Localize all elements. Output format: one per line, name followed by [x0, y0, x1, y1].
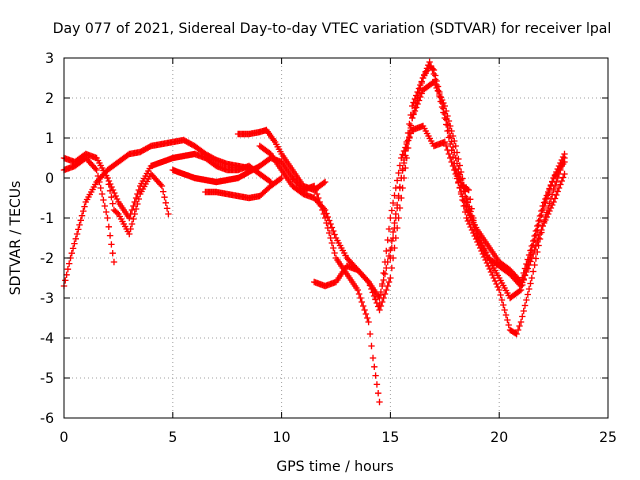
data-point-markers — [452, 166, 477, 222]
y-axis-label: SDTVAR / TECUs — [8, 181, 24, 296]
y-tick-label: -2 — [40, 251, 54, 267]
x-tick-label: 0 — [60, 430, 69, 446]
x-tick-label: 25 — [599, 430, 617, 446]
x-tick-label: 20 — [490, 430, 508, 446]
series-track-5 — [202, 174, 285, 202]
y-tick-label: 3 — [45, 51, 54, 67]
plot-frame — [63, 57, 609, 419]
x-tick-label: 10 — [273, 430, 291, 446]
y-tick-label: 1 — [45, 131, 54, 147]
y-tick-label: -4 — [40, 331, 54, 347]
data-point-markers — [104, 150, 274, 222]
data-points — [60, 58, 568, 406]
y-tick-label: -6 — [40, 411, 54, 427]
y-tick-label: -3 — [40, 291, 54, 307]
x-axis: 0 5 10 15 20 25 — [60, 58, 617, 446]
data-point-markers — [256, 58, 568, 338]
x-axis-label: GPS time / hours — [276, 459, 393, 475]
data-point-markers — [169, 154, 383, 406]
series-track-7 — [169, 154, 383, 406]
series-track-10 — [376, 122, 568, 310]
y-tick-label: -5 — [40, 371, 54, 387]
y-tick-label: 0 — [45, 171, 54, 187]
data-point-markers — [387, 62, 568, 290]
series-track-12 — [452, 166, 477, 222]
y-axis: -6 -5 -4 -3 -2 -1 0 1 2 3 — [40, 51, 608, 427]
x-tick-label: 15 — [381, 430, 399, 446]
series-track-8 — [256, 58, 568, 338]
x-tick-label: 5 — [168, 430, 177, 446]
series-track-11 — [387, 62, 568, 290]
y-tick-label: -1 — [40, 211, 54, 227]
data-point-markers — [376, 122, 568, 310]
data-point-markers — [202, 174, 285, 202]
series-track-4 — [104, 150, 274, 222]
y-tick-label: 2 — [45, 91, 54, 107]
chart-title: Day 077 of 2021, Sidereal Day-to-day VTE… — [53, 21, 611, 37]
